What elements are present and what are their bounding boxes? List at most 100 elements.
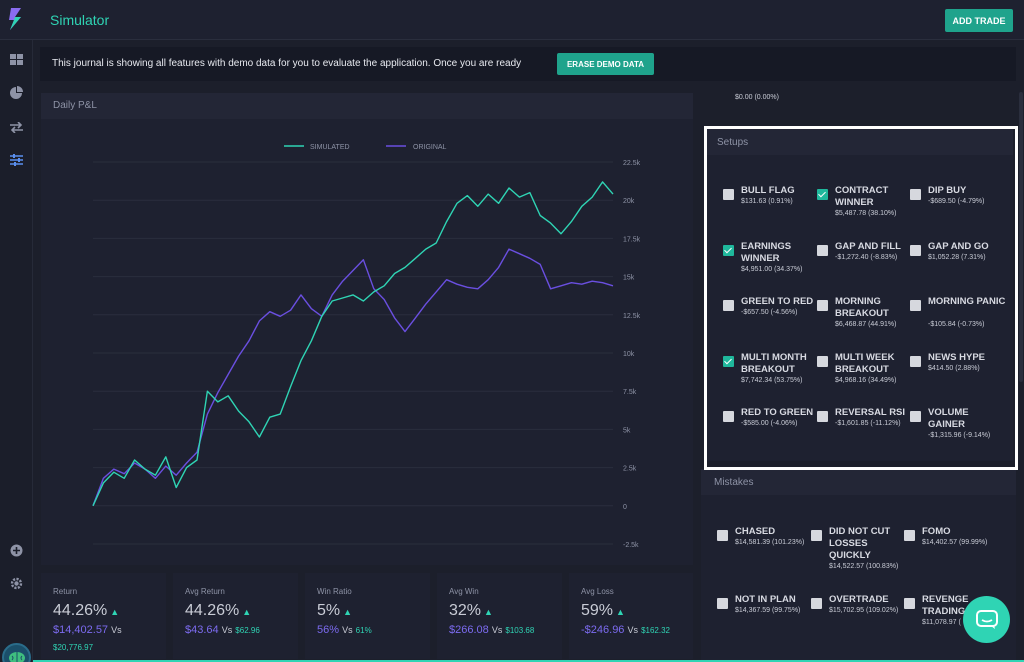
y-tick-label: 15k bbox=[623, 275, 635, 282]
mistakes-title: Mistakes bbox=[714, 477, 754, 488]
setups-item-name: NEWS HYPE bbox=[928, 351, 986, 363]
banner-text: This journal is showing all features wit… bbox=[52, 58, 522, 69]
sliders-icon[interactable] bbox=[9, 153, 23, 167]
mistakes-item-value: $15,702.95 (109.02%) bbox=[829, 607, 899, 614]
checkbox[interactable] bbox=[717, 530, 728, 541]
chart-header: Daily P&L bbox=[41, 93, 693, 119]
checkbox[interactable] bbox=[904, 598, 915, 609]
stat-card: Win Ratio 5% ▲ 56% Vs 61% bbox=[305, 573, 430, 659]
demo-banner: This journal is showing all features wit… bbox=[40, 47, 1016, 81]
dashboard-grid-icon[interactable] bbox=[9, 52, 23, 66]
setups-item-name: GREEN TO RED bbox=[741, 296, 814, 307]
setups-panel: Setups BULL FLAG $131.63 (0.91%) CONTRACT … bbox=[707, 129, 1013, 461]
checkbox[interactable] bbox=[817, 300, 828, 311]
checkbox[interactable] bbox=[723, 244, 734, 256]
stat-label: Avg Win bbox=[449, 587, 479, 596]
y-tick-label: 20k bbox=[623, 198, 635, 205]
setups-item-name: BULL FLAG bbox=[741, 185, 795, 196]
setups-item-name: MORNING BREAKOUT bbox=[835, 296, 889, 319]
mistakes-panel: Mistakes CHASED $14,581.39 (101.23%) DID N… bbox=[701, 469, 1016, 662]
checkbox[interactable] bbox=[723, 411, 734, 422]
series-line-original bbox=[92, 248, 614, 507]
checkbox[interactable] bbox=[723, 300, 734, 311]
stat-card: Return 44.26% ▲ $14,402.57 Vs $20,776.97 bbox=[41, 573, 166, 659]
checkbox[interactable] bbox=[910, 355, 921, 367]
y-tick-label: -2.5k bbox=[623, 542, 639, 549]
sidebar bbox=[0, 40, 33, 662]
checkbox[interactable] bbox=[817, 411, 828, 422]
avatar[interactable] bbox=[2, 643, 31, 662]
setups-item-name: VOLUME GAINER bbox=[928, 407, 969, 430]
mistakes-item-name: DID NOT CUT LOSSES QUICKLY bbox=[829, 526, 891, 561]
pie-chart-icon[interactable] bbox=[9, 85, 23, 99]
swap-arrows-icon[interactable] bbox=[9, 120, 23, 134]
stat-card: Avg Win 32% ▲ $266.08 Vs $103.68 bbox=[437, 573, 562, 659]
y-tick-label: 2.5k bbox=[623, 466, 637, 473]
trend-up-icon: ▲ bbox=[343, 607, 353, 617]
checkbox[interactable] bbox=[817, 189, 828, 200]
checkbox[interactable] bbox=[811, 598, 822, 609]
mistakes-item-name: REVENGE TRADING bbox=[922, 594, 969, 617]
setups-item-value: -$689.50 (-4.79%) bbox=[928, 198, 985, 205]
previous-item-value: $0.00 (0.00%) bbox=[735, 94, 779, 101]
setups-item-value: $5,487.78 (38.10%) bbox=[835, 210, 897, 217]
setups-item-name: DIP BUY bbox=[928, 185, 967, 196]
top-bar: Simulator ADD TRADE bbox=[0, 0, 1024, 40]
setups-title: Setups bbox=[717, 137, 749, 148]
scrollbar[interactable] bbox=[1019, 92, 1023, 382]
filters-column: $0.00 (0.00%) Setups BULL FLAG $131.63 (0… bbox=[701, 85, 1016, 662]
mistakes-item-name: FOMO bbox=[922, 526, 951, 537]
gear-icon[interactable] bbox=[9, 576, 23, 590]
checkbox[interactable] bbox=[717, 598, 728, 609]
stat-label: Return bbox=[53, 587, 78, 596]
mistakes-item-value: $14,581.39 (101.23%) bbox=[735, 539, 805, 546]
daily-pnl-panel: Daily P&L 22.5k 20k 17.5k 15k 12.5k 10k 7.5k 5k… bbox=[41, 93, 693, 565]
checkbox[interactable] bbox=[910, 244, 921, 256]
setups-item-name: REVERSAL RSI bbox=[835, 407, 906, 418]
y-tick-label: 12.5k bbox=[623, 313, 641, 320]
setups-item-value: $6,468.87 (44.91%) bbox=[835, 321, 897, 328]
legend-original-label: ORIGINAL bbox=[413, 144, 447, 151]
stat-value: 44.26% ▲ bbox=[185, 602, 252, 619]
stat-comparison: $14,402.57 Vs bbox=[53, 624, 122, 636]
setups-item-value: -$1,315.96 (-9.14%) bbox=[928, 432, 991, 439]
setups-item-value: $4,968.16 (34.49%) bbox=[835, 376, 897, 384]
stat-value: 5% ▲ bbox=[317, 602, 353, 619]
setups-header: Setups bbox=[707, 129, 1013, 155]
stat-card: Avg Loss 59% ▲ -$246.96 Vs $162.32 bbox=[569, 573, 693, 659]
checkbox[interactable] bbox=[910, 411, 921, 422]
chat-button[interactable] bbox=[963, 596, 1010, 643]
checkbox[interactable] bbox=[904, 530, 915, 541]
add-trade-button[interactable]: ADD TRADE bbox=[945, 9, 1013, 32]
checkbox[interactable] bbox=[811, 530, 822, 541]
trend-up-icon: ▲ bbox=[484, 607, 493, 617]
setups-item-name: MULTI WEEK BREAKOUT bbox=[835, 351, 895, 375]
mistakes-item-value: $11,078.97 ( bbox=[922, 619, 961, 626]
stat-value: 59% ▲ bbox=[581, 602, 625, 619]
setups-item-value: $1,052.28 (7.31%) bbox=[928, 253, 986, 261]
setups-item-name: RED TO GREEN bbox=[741, 407, 814, 418]
erase-demo-data-button[interactable]: ERASE DEMO DATA bbox=[557, 53, 654, 75]
setups-item-name: GAP AND GO bbox=[928, 240, 989, 252]
setups-item-value: -$657.50 (-4.56%) bbox=[741, 309, 798, 316]
checkbox[interactable] bbox=[817, 244, 828, 256]
trend-up-icon: ▲ bbox=[616, 607, 625, 617]
setups-item-name: GAP AND FILL bbox=[835, 240, 901, 252]
checkbox[interactable] bbox=[723, 189, 734, 200]
stat-card: Avg Return 44.26% ▲ $43.64 Vs $62.96 bbox=[173, 573, 298, 659]
mistakes-item-value: $14,402.57 (99.99%) bbox=[922, 539, 988, 546]
setups-item-value: $414.50 (2.88%) bbox=[928, 364, 980, 372]
checkbox[interactable] bbox=[910, 189, 921, 200]
y-tick-label: 10k bbox=[623, 351, 635, 358]
checkbox[interactable] bbox=[910, 300, 921, 311]
mistakes-item-value: $14,522.57 (100.83%) bbox=[829, 563, 899, 570]
checkbox[interactable] bbox=[817, 355, 828, 367]
checkbox[interactable] bbox=[723, 355, 734, 367]
page-title: Simulator bbox=[50, 12, 110, 28]
avatar-brain-icon bbox=[8, 651, 25, 662]
setups-item-value: -$585.00 (-4.06%) bbox=[741, 420, 798, 427]
setups-item-value: $7,742.34 (53.75%) bbox=[741, 376, 803, 384]
plus-circle-icon[interactable] bbox=[9, 543, 23, 557]
lightning-logo-icon[interactable] bbox=[9, 8, 23, 30]
setups-item-value: -$1,601.85 (-11.12%) bbox=[835, 420, 901, 427]
